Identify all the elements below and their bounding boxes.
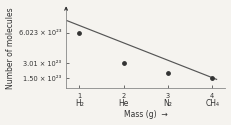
Point bbox=[78, 32, 81, 34]
Point bbox=[210, 77, 214, 79]
Point bbox=[122, 62, 125, 64]
Y-axis label: Number of molecules: Number of molecules bbox=[6, 7, 15, 89]
Text: H₂: H₂ bbox=[75, 99, 84, 108]
Point bbox=[166, 72, 170, 74]
Text: N₂: N₂ bbox=[164, 99, 172, 108]
Text: He: He bbox=[119, 99, 129, 108]
X-axis label: Mass (g)  →: Mass (g) → bbox=[124, 110, 168, 120]
Text: CH₄: CH₄ bbox=[205, 99, 219, 108]
